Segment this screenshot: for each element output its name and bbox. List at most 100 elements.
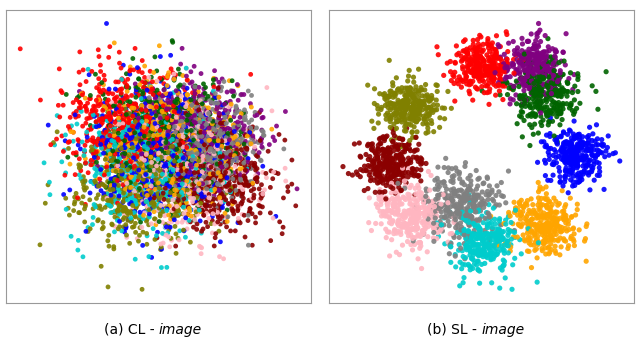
Point (196, 205, 206, 211)
Point (74, 210, 84, 216)
Point (171, 104, 181, 109)
Point (180, 124, 190, 130)
Point (400, 197, 410, 202)
Point (172, 142, 182, 148)
Point (408, 235, 419, 240)
Point (184, 149, 195, 154)
Point (204, 124, 214, 129)
Point (399, 163, 410, 169)
Point (413, 105, 424, 110)
Point (151, 174, 161, 179)
Point (533, 90, 543, 95)
Point (426, 104, 436, 110)
Point (201, 105, 211, 110)
Point (138, 166, 148, 172)
Point (96, 114, 106, 119)
Point (217, 154, 227, 159)
Point (213, 137, 223, 143)
Point (452, 78, 462, 83)
Point (213, 130, 223, 136)
Point (180, 235, 191, 240)
Point (144, 192, 154, 198)
Point (189, 103, 199, 109)
Point (516, 251, 526, 257)
Point (188, 143, 198, 149)
Point (484, 183, 495, 189)
Point (136, 107, 147, 112)
Point (432, 83, 442, 88)
Point (205, 186, 216, 192)
Point (95, 180, 106, 186)
Point (374, 171, 385, 176)
Point (177, 163, 187, 168)
Point (189, 192, 200, 198)
Point (183, 132, 193, 137)
Point (117, 76, 127, 82)
Point (208, 195, 218, 201)
Point (518, 232, 528, 238)
Point (544, 80, 554, 85)
Point (471, 49, 481, 54)
Point (401, 108, 411, 113)
Point (154, 171, 164, 177)
Point (229, 129, 239, 134)
Point (75, 49, 85, 55)
Point (227, 130, 237, 136)
Point (229, 122, 239, 128)
Point (229, 138, 239, 143)
Point (538, 76, 548, 82)
Point (148, 137, 159, 142)
Point (572, 141, 582, 147)
Point (389, 103, 399, 109)
Point (230, 111, 241, 116)
Point (200, 138, 211, 143)
Point (474, 246, 484, 252)
Point (567, 170, 577, 175)
Point (175, 122, 185, 128)
Point (390, 164, 400, 169)
Point (173, 104, 184, 109)
Point (385, 119, 396, 124)
Point (164, 177, 175, 182)
Point (474, 251, 484, 256)
Point (403, 222, 413, 227)
Point (123, 208, 133, 214)
Point (527, 222, 537, 228)
Point (381, 196, 391, 202)
Point (156, 154, 166, 160)
Point (89, 202, 99, 207)
Point (128, 182, 138, 187)
Point (595, 169, 605, 174)
Point (171, 114, 181, 120)
Point (388, 209, 398, 215)
Point (442, 214, 452, 219)
Point (172, 155, 182, 160)
Point (193, 89, 204, 95)
Point (531, 55, 541, 61)
Point (538, 239, 548, 244)
Point (219, 195, 229, 201)
Point (200, 162, 211, 167)
Point (572, 135, 582, 140)
Point (543, 200, 554, 205)
Point (116, 141, 126, 146)
Point (414, 189, 424, 195)
Point (516, 223, 526, 228)
Point (414, 185, 424, 191)
Point (191, 129, 201, 134)
Point (555, 68, 565, 73)
Point (140, 80, 150, 85)
Point (202, 208, 212, 214)
Point (212, 155, 223, 160)
Point (112, 121, 122, 126)
Point (129, 67, 139, 72)
Point (200, 110, 210, 116)
Point (221, 100, 232, 105)
Point (93, 94, 104, 100)
Point (149, 144, 159, 150)
Point (163, 104, 173, 109)
Point (498, 263, 508, 269)
Point (171, 119, 181, 124)
Point (137, 103, 147, 108)
Point (161, 155, 171, 160)
